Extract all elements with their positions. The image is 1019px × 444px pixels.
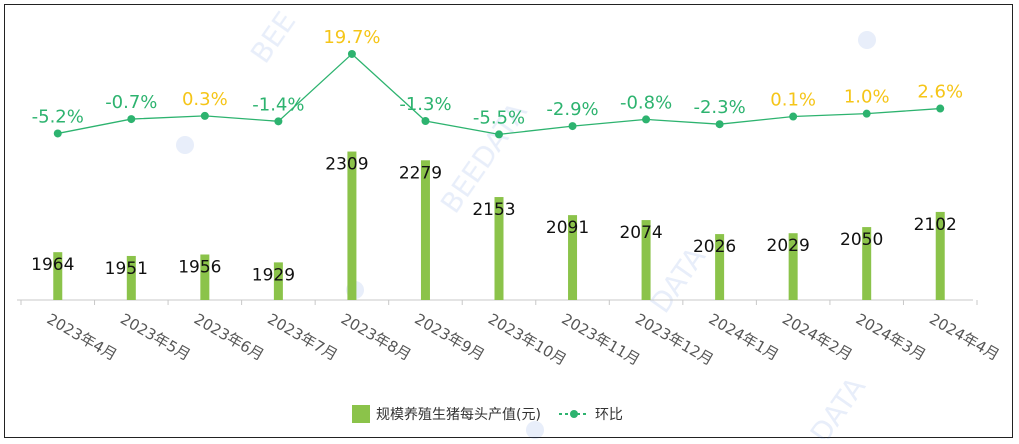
bar bbox=[200, 254, 210, 300]
line-point bbox=[715, 120, 724, 129]
line-data-label: 2.6% bbox=[917, 82, 963, 103]
line-data-label: -0.8% bbox=[620, 92, 672, 113]
line-data-label: 1.0% bbox=[844, 87, 890, 108]
line-point bbox=[127, 115, 136, 124]
legend-line-label: 环比 bbox=[594, 407, 623, 423]
line-point bbox=[53, 129, 62, 138]
x-tick-label: 2023年12月 bbox=[632, 310, 717, 369]
x-tick-label: 2023年4月 bbox=[44, 310, 120, 364]
line-point bbox=[421, 116, 430, 125]
x-tick-label: 2023年11月 bbox=[559, 310, 644, 369]
x-tick-label: 2023年10月 bbox=[485, 310, 570, 369]
bar-data-label: 1929 bbox=[252, 265, 295, 285]
chart-frame: BEE BEEDATA DATA DATA 1964 1951 1956 1929 23… bbox=[4, 4, 1013, 439]
line-data-label: -5.2% bbox=[32, 106, 84, 127]
bar-data-label: 1956 bbox=[178, 258, 221, 278]
legend-bar-swatch bbox=[352, 405, 370, 423]
line-point bbox=[642, 115, 651, 124]
bar-data-label: 2153 bbox=[472, 200, 515, 220]
watermark-logo bbox=[176, 136, 194, 154]
bar-data-label: 1964 bbox=[31, 255, 74, 275]
bar bbox=[641, 220, 651, 300]
line-data-label: -2.3% bbox=[693, 97, 745, 118]
bar-data-labels: 1964 1951 1956 1929 2309 2279 2153 2091 2074 2026… bbox=[31, 155, 957, 286]
x-axis bbox=[17, 299, 978, 305]
bar-series bbox=[53, 151, 945, 300]
line-point bbox=[568, 122, 577, 131]
x-tick-label: 2023年8月 bbox=[338, 310, 414, 364]
bar bbox=[420, 160, 430, 300]
legend-line-swatch bbox=[558, 410, 589, 418]
bar bbox=[53, 252, 63, 300]
line-point bbox=[495, 130, 503, 139]
legend-item-line[interactable]: 环比 bbox=[558, 404, 623, 424]
legend-item-bar[interactable]: 规模养殖生猪每头产值(元) bbox=[352, 404, 541, 424]
line-data-label: 0.3% bbox=[182, 89, 228, 110]
x-tick-label: 2023年5月 bbox=[117, 310, 193, 364]
line-series bbox=[53, 49, 945, 139]
bar bbox=[126, 255, 136, 300]
bar bbox=[568, 215, 578, 300]
watermark: BEE bbox=[244, 5, 302, 69]
line-data-label: -1.4% bbox=[252, 94, 304, 115]
legend: 规模养殖生猪每头产值(元) 环比 bbox=[352, 403, 641, 425]
bar-data-label: 2026 bbox=[693, 237, 736, 257]
bar-data-label: 2050 bbox=[840, 230, 883, 250]
bar bbox=[494, 197, 504, 300]
bar bbox=[347, 151, 357, 300]
line-point bbox=[862, 109, 871, 118]
line-data-labels: -5.2% -0.7% 0.3% -1.4% 19.7% -1.3% -5.5% -2.9% -… bbox=[32, 27, 963, 128]
watermark-logo bbox=[526, 421, 544, 439]
watermark-layer: BEE BEEDATA DATA DATA bbox=[176, 5, 876, 439]
x-tick-label: 2024年1月 bbox=[706, 310, 782, 364]
x-tick-label: 2024年3月 bbox=[853, 310, 929, 364]
line-point bbox=[274, 117, 283, 126]
bar-data-label: 1951 bbox=[105, 259, 148, 279]
line-data-label: -2.9% bbox=[546, 99, 598, 120]
bar bbox=[788, 233, 798, 300]
bar-data-label: 2091 bbox=[546, 218, 589, 238]
bar-data-label: 2102 bbox=[914, 215, 957, 235]
bar bbox=[715, 234, 725, 300]
x-tick-label: 2023年9月 bbox=[411, 310, 487, 364]
x-tick-label: 2023年7月 bbox=[264, 310, 340, 364]
bar-data-label: 2074 bbox=[619, 223, 662, 243]
bar bbox=[273, 262, 283, 300]
bar-data-label: 2309 bbox=[325, 155, 368, 175]
legend-bar-label: 规模养殖生猪每头产值(元) bbox=[376, 407, 541, 423]
line-point bbox=[200, 111, 209, 120]
line-data-label: -0.7% bbox=[105, 92, 157, 113]
chart-canvas: BEE BEEDATA DATA DATA 1964 1951 1956 192923… bbox=[17, 5, 1003, 439]
line-point bbox=[936, 104, 945, 113]
line-data-label: -1.3% bbox=[399, 94, 451, 115]
line-data-label: 19.7% bbox=[323, 27, 380, 48]
x-tick-label: 2024年2月 bbox=[779, 310, 855, 364]
line-point bbox=[347, 49, 356, 58]
line-point bbox=[789, 112, 798, 121]
x-tick-labels: 2023年4月2023年5月2023年6月2023年7月2023年8月2023年… bbox=[44, 310, 1003, 369]
bar bbox=[862, 227, 872, 300]
bar-data-label: 2279 bbox=[399, 163, 442, 183]
watermark-logo bbox=[858, 31, 876, 49]
bar bbox=[935, 211, 945, 300]
bar-data-label: 2029 bbox=[767, 236, 810, 256]
x-tick-label: 2024年4月 bbox=[926, 310, 1002, 364]
line-data-label: 0.1% bbox=[770, 90, 816, 111]
x-tick-label: 2023年6月 bbox=[191, 310, 267, 364]
line-data-label: -5.5% bbox=[473, 107, 525, 128]
watermark: DATA bbox=[804, 371, 872, 439]
